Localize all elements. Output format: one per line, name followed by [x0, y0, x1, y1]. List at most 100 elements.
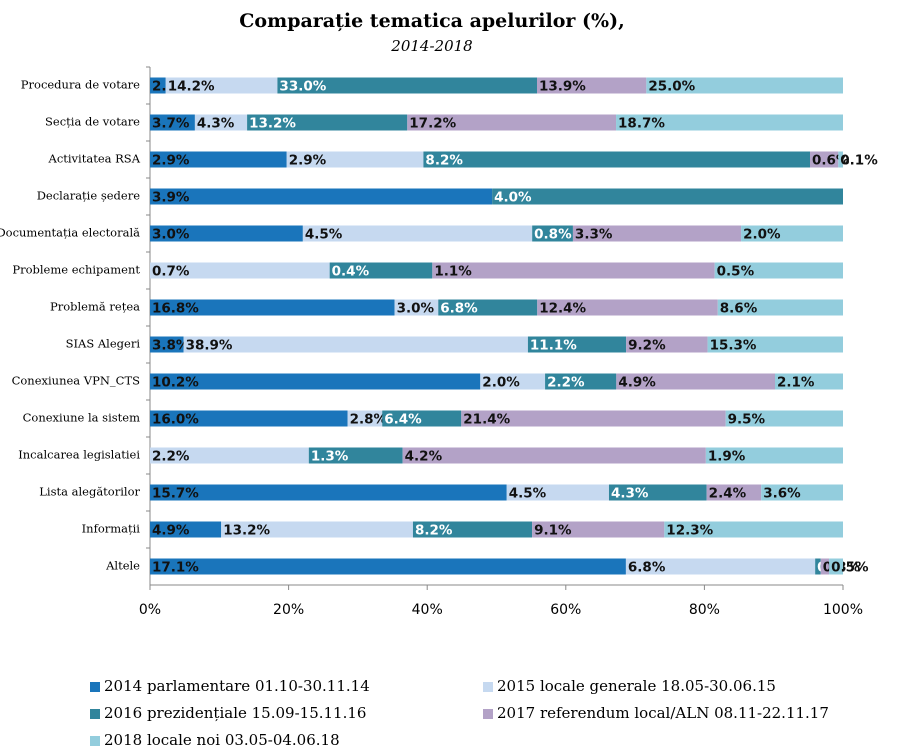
value-label: 21.4%: [463, 412, 510, 428]
legend-label: 2014 parlamentare 01.10-30.11.14: [104, 677, 370, 695]
value-label: 0.5%: [717, 264, 755, 280]
bar-segment: [706, 484, 762, 501]
category-label: Activitatea RSA: [48, 152, 141, 166]
legend-swatch: [90, 736, 100, 746]
bar-segment: [247, 114, 408, 131]
value-label: 2.1%: [777, 375, 815, 391]
bar-segment: [616, 114, 843, 131]
bar-segment: [423, 151, 810, 168]
value-label: 3.8%: [152, 338, 190, 354]
bar-segment: [537, 77, 647, 94]
legend-label: 2016 prezidențiale 15.09-15.11.16: [104, 704, 366, 722]
value-label: 9.1%: [534, 523, 572, 539]
category-label: SIAS Alegeri: [66, 337, 141, 351]
category-label: Procedura de votare: [21, 78, 140, 92]
x-tick-label: 100%: [823, 602, 863, 618]
bar-segment: [394, 299, 439, 316]
value-label: 12.4%: [539, 301, 586, 317]
bar-segment: [221, 521, 413, 538]
bar-segment: [616, 373, 775, 390]
category-label: Informații: [82, 522, 141, 536]
value-label: 2.0%: [743, 227, 781, 243]
category-label: Lista alegătorilor: [39, 485, 140, 499]
value-label: 11.1%: [530, 338, 577, 354]
x-tick-label: 20%: [273, 602, 304, 618]
value-label: 15.3%: [710, 338, 757, 354]
value-label: 2.9%: [289, 153, 327, 169]
legend-swatch: [90, 709, 100, 719]
bar-segment: [537, 299, 718, 316]
bar-segment: [150, 151, 287, 168]
bar-segment: [150, 336, 184, 353]
value-label: 2.2%: [547, 375, 585, 391]
bar-segment: [150, 558, 626, 575]
bar-segment: [150, 114, 195, 131]
value-label: 8.2%: [415, 523, 453, 539]
value-label: 16.0%: [152, 412, 199, 428]
bar-segment: [532, 225, 573, 242]
value-label: 9.2%: [628, 338, 666, 354]
value-label: 1.3%: [311, 449, 349, 465]
bar-segment: [438, 299, 538, 316]
category-label: Problemă rețea: [50, 300, 140, 314]
value-label: 6.8%: [628, 560, 666, 576]
value-label: 10.2%: [152, 375, 199, 391]
value-label: 2.4%: [709, 486, 747, 502]
chart-subtitle: 2014-2018: [390, 37, 472, 55]
bar-segment: [608, 484, 707, 501]
bar-segment: [150, 299, 395, 316]
value-label: 6.4%: [384, 412, 422, 428]
value-label: 18.7%: [618, 116, 665, 132]
value-label: 4.2%: [405, 449, 443, 465]
bar-segment: [382, 410, 462, 427]
bar-segment: [150, 373, 481, 390]
value-label: 4.9%: [152, 523, 190, 539]
x-tick-label: 40%: [412, 602, 443, 618]
x-tick-label: 80%: [689, 602, 720, 618]
bar-segment: [286, 151, 424, 168]
bar-segment: [183, 336, 528, 353]
bar-segment: [150, 521, 222, 538]
bar-segment: [664, 521, 843, 538]
value-label: 14.2%: [168, 79, 215, 95]
category-label: Probleme echipament: [12, 263, 140, 277]
value-label: 3.0%: [397, 301, 435, 317]
category-label: Secția de votare: [45, 115, 140, 129]
value-label: 2.9%: [152, 153, 190, 169]
bar-segment: [820, 558, 830, 575]
value-label: 4.5%: [509, 486, 547, 502]
bar-segment: [150, 188, 493, 205]
value-label: 12.3%: [666, 523, 713, 539]
bar-segment: [302, 225, 533, 242]
x-tick-label: 0%: [139, 602, 161, 618]
bar-segment: [626, 336, 708, 353]
bar-segment: [707, 336, 843, 353]
bar-segment: [150, 447, 309, 464]
value-label: 16.8%: [152, 301, 199, 317]
bar-segment: [432, 262, 715, 279]
bar-segment: [810, 151, 839, 168]
category-label: Conexiune la sistem: [23, 411, 140, 425]
category-label: Altele: [105, 559, 140, 573]
value-label: 33.0%: [279, 79, 326, 95]
bar-segment: [461, 410, 726, 427]
value-label: 13.2%: [249, 116, 296, 132]
bar-segment: [725, 410, 843, 427]
legend-label: 2018 locale noi 03.05-04.06.18: [104, 731, 340, 749]
value-label: 2.0%: [482, 375, 520, 391]
bar-segment: [277, 77, 538, 94]
value-label: 17.2%: [409, 116, 456, 132]
value-label: 0.8%: [534, 227, 572, 243]
bar-segment: [402, 447, 706, 464]
value-label: 8.6%: [720, 301, 758, 317]
category-label: Incalcarea legislatiei: [18, 448, 140, 462]
value-label: 3.0%: [152, 227, 190, 243]
bar-segment: [815, 558, 821, 575]
bar-segment: [506, 484, 609, 501]
bar-segment: [194, 114, 248, 131]
value-label: 2.2%: [152, 449, 190, 465]
value-label: 4.3%: [611, 486, 649, 502]
value-label: 25.0%: [648, 79, 695, 95]
bar-segment: [165, 77, 278, 94]
